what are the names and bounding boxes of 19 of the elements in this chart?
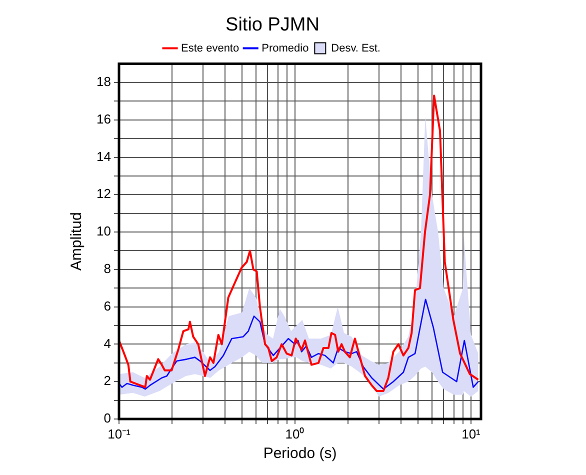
y-axis-title: Amplitud xyxy=(68,212,86,271)
y-tick-label: 16 xyxy=(96,111,111,126)
x-tick-label: 10⁰ xyxy=(285,426,305,442)
y-tick-label: 10 xyxy=(96,224,111,239)
y-tick-label: 12 xyxy=(96,186,111,202)
x-axis-title: Periodo (s) xyxy=(263,445,337,462)
y-tick-label: 18 xyxy=(96,74,111,90)
legend-label: Este evento xyxy=(181,42,240,54)
chart-title: Sitio PJMN xyxy=(226,14,320,36)
y-tick-label: 6 xyxy=(104,298,111,314)
y-tick-label: 0 xyxy=(104,410,111,426)
legend-label: Promedio xyxy=(262,42,309,54)
y-tick-label: 4 xyxy=(104,336,111,351)
x-tick-label: 10¹ xyxy=(462,426,482,442)
y-tick-label: 8 xyxy=(104,261,111,276)
y-tick-label: 14 xyxy=(96,148,111,164)
legend-label: Desv. Est. xyxy=(331,42,380,54)
y-tick-label: 2 xyxy=(104,373,111,388)
x-tick-label: 10⁻¹ xyxy=(108,426,132,442)
